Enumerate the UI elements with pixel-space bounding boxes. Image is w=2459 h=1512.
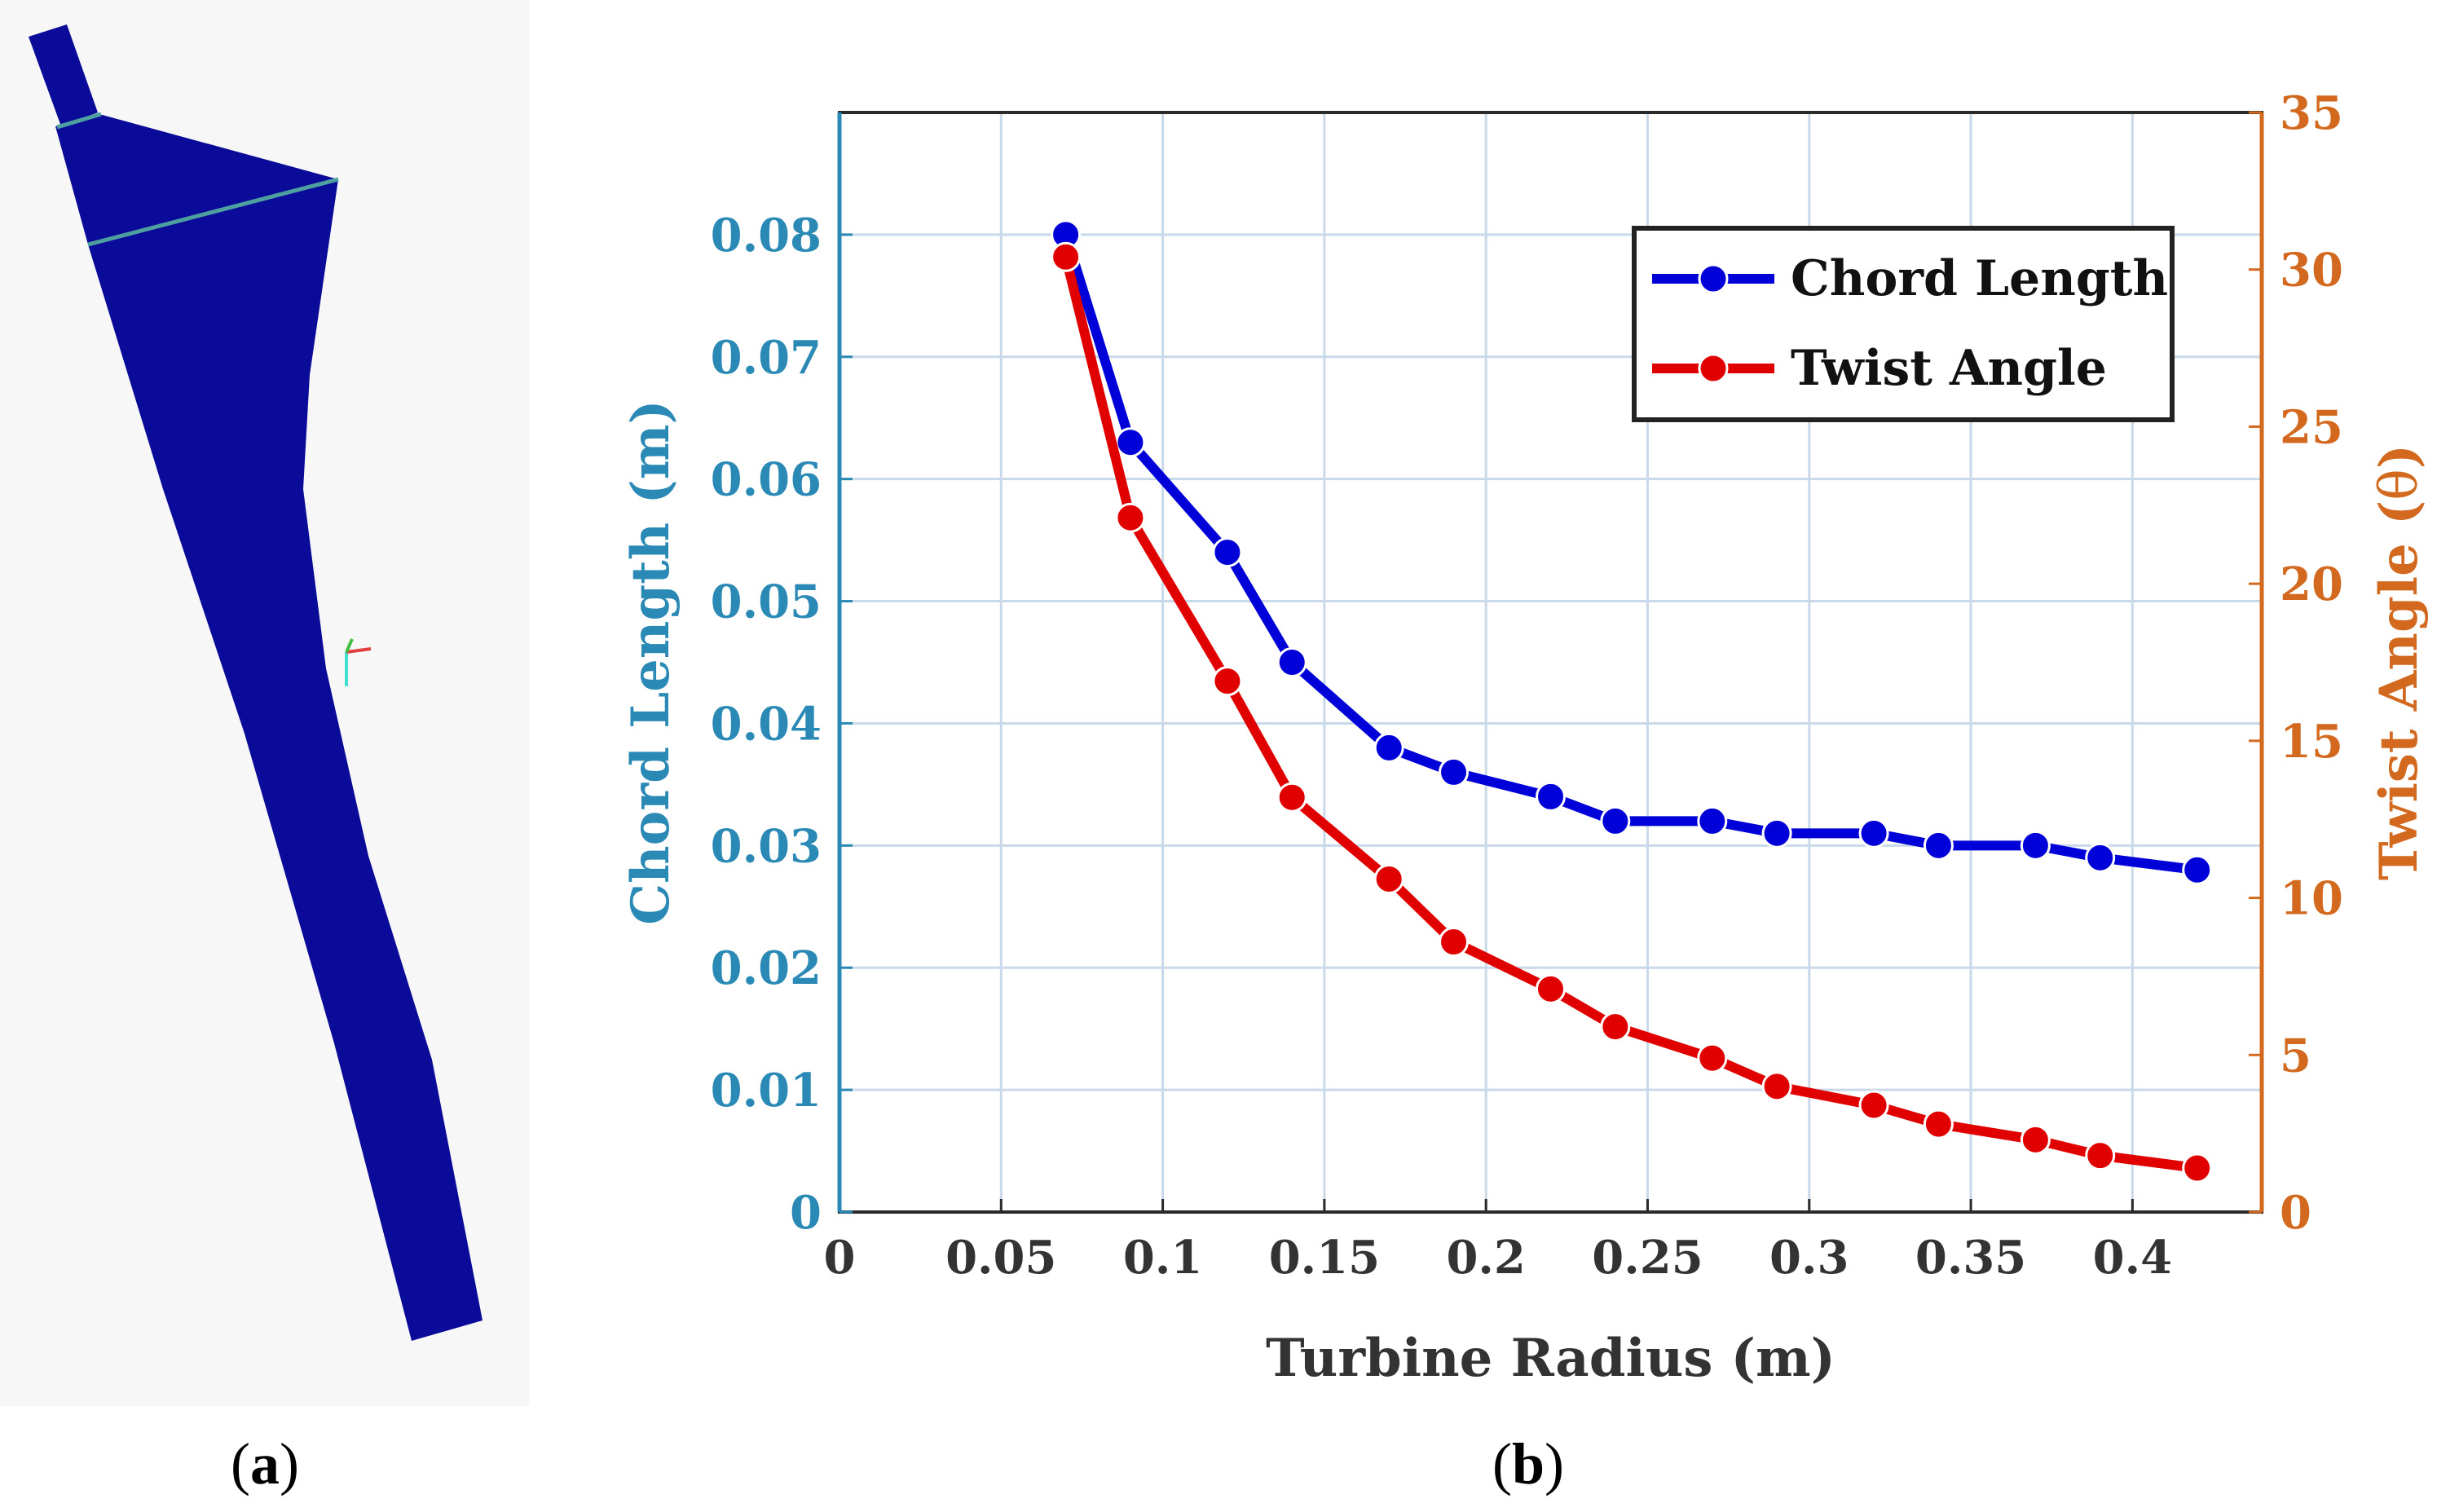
blade-root [29, 24, 98, 126]
data-point [1115, 427, 1146, 458]
data-point [1051, 241, 1082, 272]
coordinate-triad-icon [345, 638, 372, 686]
data-point [1697, 1043, 1728, 1073]
x-axis: 0 0.05 0.1 0.15 0.2 0.25 0.3 0.35 0.4 [824, 1199, 2262, 1285]
y2-tick-label: 5 [2280, 1029, 2311, 1082]
y2-tick-label: 10 [2280, 872, 2343, 926]
x-tick-label: 0.25 [1592, 1231, 1703, 1285]
y2-tick-label: 35 [2280, 86, 2343, 140]
data-point [1212, 666, 1243, 697]
data-point [1373, 863, 1404, 894]
x-tick-label: 0.35 [1915, 1231, 2026, 1285]
data-point [1276, 647, 1307, 677]
y-tick-label: 0 [790, 1186, 822, 1240]
x-tick-label: 0.4 [2093, 1231, 2172, 1285]
blade-body [88, 179, 483, 1341]
series-chord-length [1051, 219, 2213, 885]
legend-box [1632, 226, 2175, 422]
panel-label-a: (a) [231, 1431, 299, 1497]
data-point [2020, 830, 2051, 861]
y-tick-label: 0.06 [711, 453, 822, 507]
data-point [1373, 732, 1404, 763]
data-point [1761, 1071, 1792, 1102]
y-tick-label: 0.03 [711, 819, 822, 873]
data-point [1600, 1012, 1631, 1043]
data-point [1536, 973, 1566, 1004]
y2-tick-label: 25 [2280, 400, 2343, 454]
x-tick-label: 0.15 [1269, 1231, 1380, 1285]
data-point [2182, 1153, 2213, 1184]
data-point [1276, 782, 1307, 813]
blade-hub [55, 114, 338, 245]
blade-model [0, 0, 530, 1406]
data-point [1761, 818, 1792, 849]
y-tick-label: 0.05 [711, 575, 822, 629]
data-point [1536, 781, 1566, 812]
data-point [1858, 818, 1889, 849]
data-point [1697, 805, 1728, 836]
data-point [2182, 854, 2213, 885]
x-tick-label: 0.3 [1769, 1231, 1849, 1285]
data-point [1439, 756, 1470, 787]
y-axis-label: Chord Length (m) [620, 399, 681, 925]
legend-marker [1698, 263, 1729, 294]
y-axis-left: 0 0.01 0.02 0.03 0.04 0.05 0.06 0.07 0.08 [711, 112, 853, 1240]
blade-section-line [56, 112, 102, 130]
y2-tick-label: 15 [2280, 715, 2343, 769]
legend: Chord Length Twist Angle [1632, 226, 2175, 422]
series-layer [1051, 219, 2213, 1184]
legend-label: Twist Angle [1791, 340, 2107, 397]
data-point [2085, 842, 2116, 873]
data-point [2085, 1140, 2116, 1171]
data-point [1923, 1109, 1954, 1140]
x-tick-label: 0.2 [1446, 1231, 1525, 1285]
data-point [2020, 1124, 2051, 1155]
y-tick-label: 0.08 [711, 209, 822, 262]
data-point [1858, 1090, 1889, 1121]
y2-tick-label: 0 [2280, 1186, 2311, 1240]
x-axis-label: Turbine Radius (m) [1266, 1328, 1835, 1389]
y2-axis-label: Twist Angle (θ) [2369, 444, 2430, 880]
blade-section-line [87, 177, 339, 247]
data-point [1115, 502, 1146, 533]
legend-marker [1698, 353, 1729, 384]
y-tick-label: 0.07 [711, 331, 822, 385]
y2-tick-label: 30 [2280, 244, 2343, 298]
y-tick-label: 0.04 [711, 697, 822, 751]
data-point [1439, 927, 1470, 958]
y-tick-label: 0.01 [711, 1064, 822, 1117]
legend-item: Twist Angle [1652, 340, 2107, 397]
x-tick-label: 0.05 [945, 1231, 1056, 1285]
panel-label-b: (b) [1492, 1431, 1564, 1497]
y-tick-label: 0.02 [711, 941, 822, 995]
legend-label: Chord Length [1791, 250, 2168, 307]
x-tick-label: 0.1 [1123, 1231, 1202, 1285]
x-tick-label: 0 [824, 1231, 856, 1285]
data-point [1923, 830, 1954, 861]
chart: 0 0.05 0.1 0.15 0.2 0.25 0.3 0.35 0.4 00.010.020… [620, 86, 2430, 1389]
series-twist-angle [1051, 241, 2213, 1184]
data-point [1212, 537, 1243, 568]
y-axis-right: 0 5 10 15 20 25 30 35 [2249, 86, 2343, 1240]
data-point [1600, 805, 1631, 836]
y2-tick-label: 20 [2280, 558, 2343, 611]
legend-item: Chord Length [1652, 250, 2168, 307]
